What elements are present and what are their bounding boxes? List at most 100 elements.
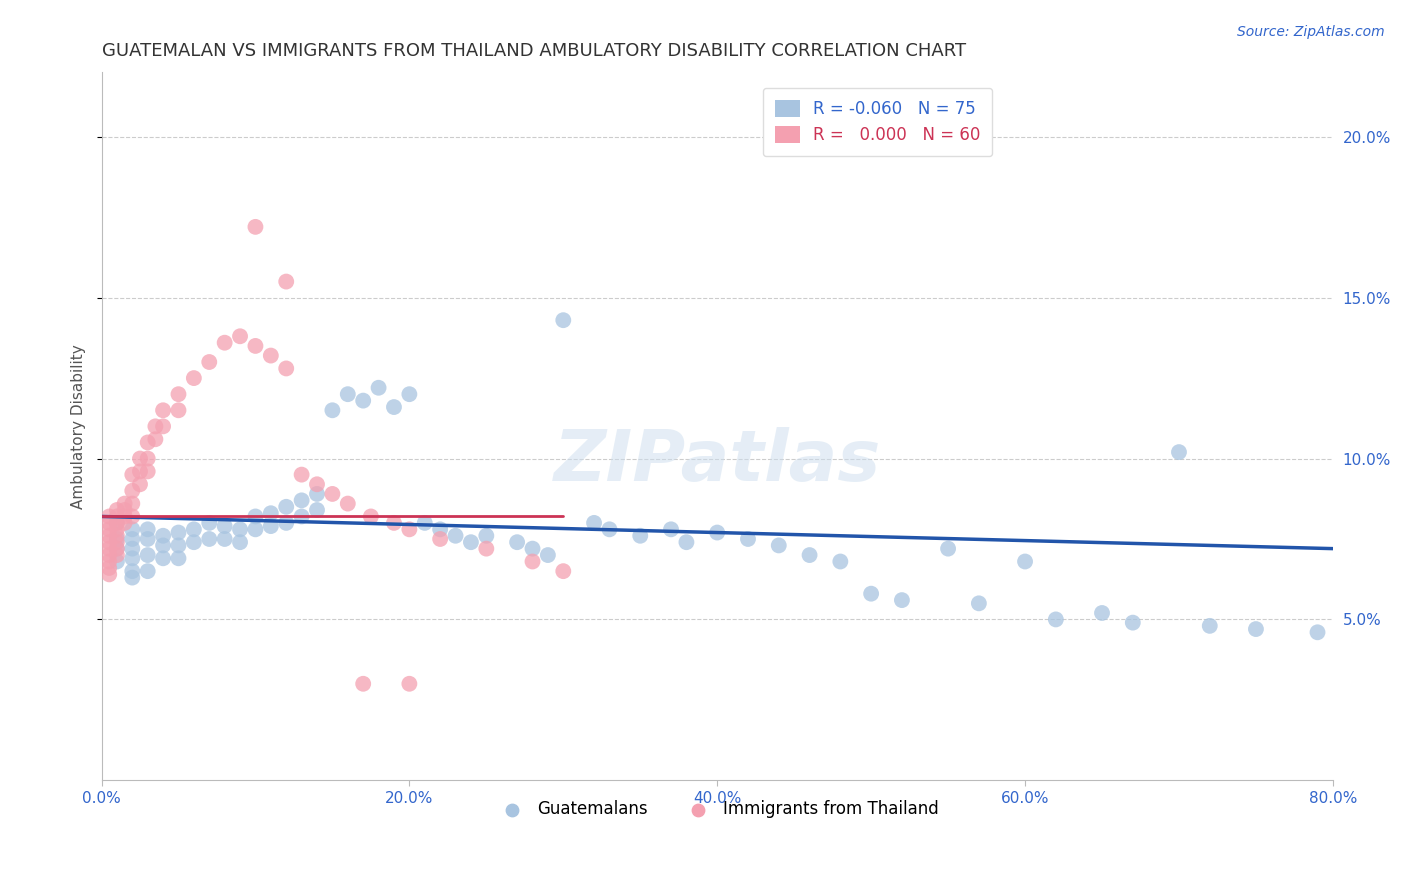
Point bbox=[382, 516, 405, 530]
Point bbox=[136, 532, 159, 546]
Point bbox=[98, 516, 121, 530]
Point bbox=[229, 535, 252, 549]
Point bbox=[276, 516, 298, 530]
Point bbox=[737, 532, 759, 546]
Text: Source: ZipAtlas.com: Source: ZipAtlas.com bbox=[1237, 25, 1385, 39]
Point bbox=[105, 503, 128, 517]
Point bbox=[136, 564, 159, 578]
Point bbox=[98, 541, 121, 556]
Point bbox=[152, 529, 174, 543]
Point bbox=[136, 451, 159, 466]
Point bbox=[98, 535, 121, 549]
Point bbox=[321, 487, 343, 501]
Point bbox=[121, 522, 143, 536]
Point bbox=[214, 335, 236, 350]
Point bbox=[305, 487, 328, 501]
Point bbox=[183, 535, 205, 549]
Legend: Guatemalans, Immigrants from Thailand: Guatemalans, Immigrants from Thailand bbox=[489, 794, 945, 825]
Point bbox=[121, 551, 143, 566]
Point bbox=[98, 548, 121, 562]
Point bbox=[105, 548, 128, 562]
Point bbox=[506, 535, 529, 549]
Point bbox=[105, 535, 128, 549]
Point bbox=[121, 467, 143, 482]
Point bbox=[167, 525, 190, 540]
Point bbox=[145, 432, 167, 446]
Point bbox=[553, 564, 575, 578]
Point bbox=[1198, 619, 1220, 633]
Point bbox=[522, 541, 544, 556]
Point bbox=[706, 525, 728, 540]
Point bbox=[136, 464, 159, 478]
Point bbox=[444, 529, 467, 543]
Point bbox=[105, 516, 128, 530]
Point bbox=[114, 497, 136, 511]
Point bbox=[352, 677, 374, 691]
Point bbox=[129, 477, 152, 491]
Point bbox=[114, 503, 136, 517]
Point bbox=[245, 522, 267, 536]
Point bbox=[460, 535, 482, 549]
Point bbox=[105, 516, 128, 530]
Point bbox=[183, 371, 205, 385]
Point bbox=[305, 503, 328, 517]
Point bbox=[413, 516, 436, 530]
Point bbox=[121, 532, 143, 546]
Point bbox=[429, 522, 451, 536]
Point bbox=[245, 219, 267, 234]
Point bbox=[98, 554, 121, 568]
Text: ZIPatlas: ZIPatlas bbox=[554, 427, 882, 496]
Point bbox=[967, 596, 990, 610]
Point bbox=[336, 497, 359, 511]
Point bbox=[98, 561, 121, 575]
Point bbox=[398, 677, 420, 691]
Point bbox=[105, 532, 128, 546]
Point bbox=[105, 529, 128, 543]
Point bbox=[152, 403, 174, 417]
Point bbox=[98, 522, 121, 536]
Point bbox=[628, 529, 651, 543]
Point bbox=[276, 275, 298, 289]
Point bbox=[136, 435, 159, 450]
Point bbox=[98, 529, 121, 543]
Point bbox=[475, 529, 498, 543]
Point bbox=[145, 419, 167, 434]
Point bbox=[291, 509, 314, 524]
Point bbox=[167, 551, 190, 566]
Point bbox=[352, 393, 374, 408]
Point bbox=[152, 551, 174, 566]
Point bbox=[1306, 625, 1329, 640]
Point bbox=[105, 541, 128, 556]
Point bbox=[167, 538, 190, 552]
Point bbox=[260, 506, 283, 520]
Point bbox=[291, 467, 314, 482]
Point bbox=[1014, 554, 1036, 568]
Point bbox=[1045, 612, 1067, 626]
Point bbox=[598, 522, 620, 536]
Point bbox=[105, 509, 128, 524]
Point bbox=[398, 522, 420, 536]
Point bbox=[121, 541, 143, 556]
Point bbox=[98, 509, 121, 524]
Point bbox=[152, 538, 174, 552]
Point bbox=[121, 564, 143, 578]
Point bbox=[429, 532, 451, 546]
Point bbox=[105, 541, 128, 556]
Point bbox=[321, 403, 343, 417]
Point bbox=[183, 522, 205, 536]
Point bbox=[1168, 445, 1191, 459]
Point bbox=[198, 355, 221, 369]
Point bbox=[553, 313, 575, 327]
Point bbox=[198, 516, 221, 530]
Point bbox=[260, 349, 283, 363]
Y-axis label: Ambulatory Disability: Ambulatory Disability bbox=[72, 344, 86, 508]
Point bbox=[1091, 606, 1114, 620]
Point bbox=[136, 548, 159, 562]
Point bbox=[276, 361, 298, 376]
Point bbox=[214, 519, 236, 533]
Point bbox=[398, 387, 420, 401]
Point bbox=[659, 522, 682, 536]
Point bbox=[152, 419, 174, 434]
Text: GUATEMALAN VS IMMIGRANTS FROM THAILAND AMBULATORY DISABILITY CORRELATION CHART: GUATEMALAN VS IMMIGRANTS FROM THAILAND A… bbox=[101, 42, 966, 60]
Point bbox=[121, 571, 143, 585]
